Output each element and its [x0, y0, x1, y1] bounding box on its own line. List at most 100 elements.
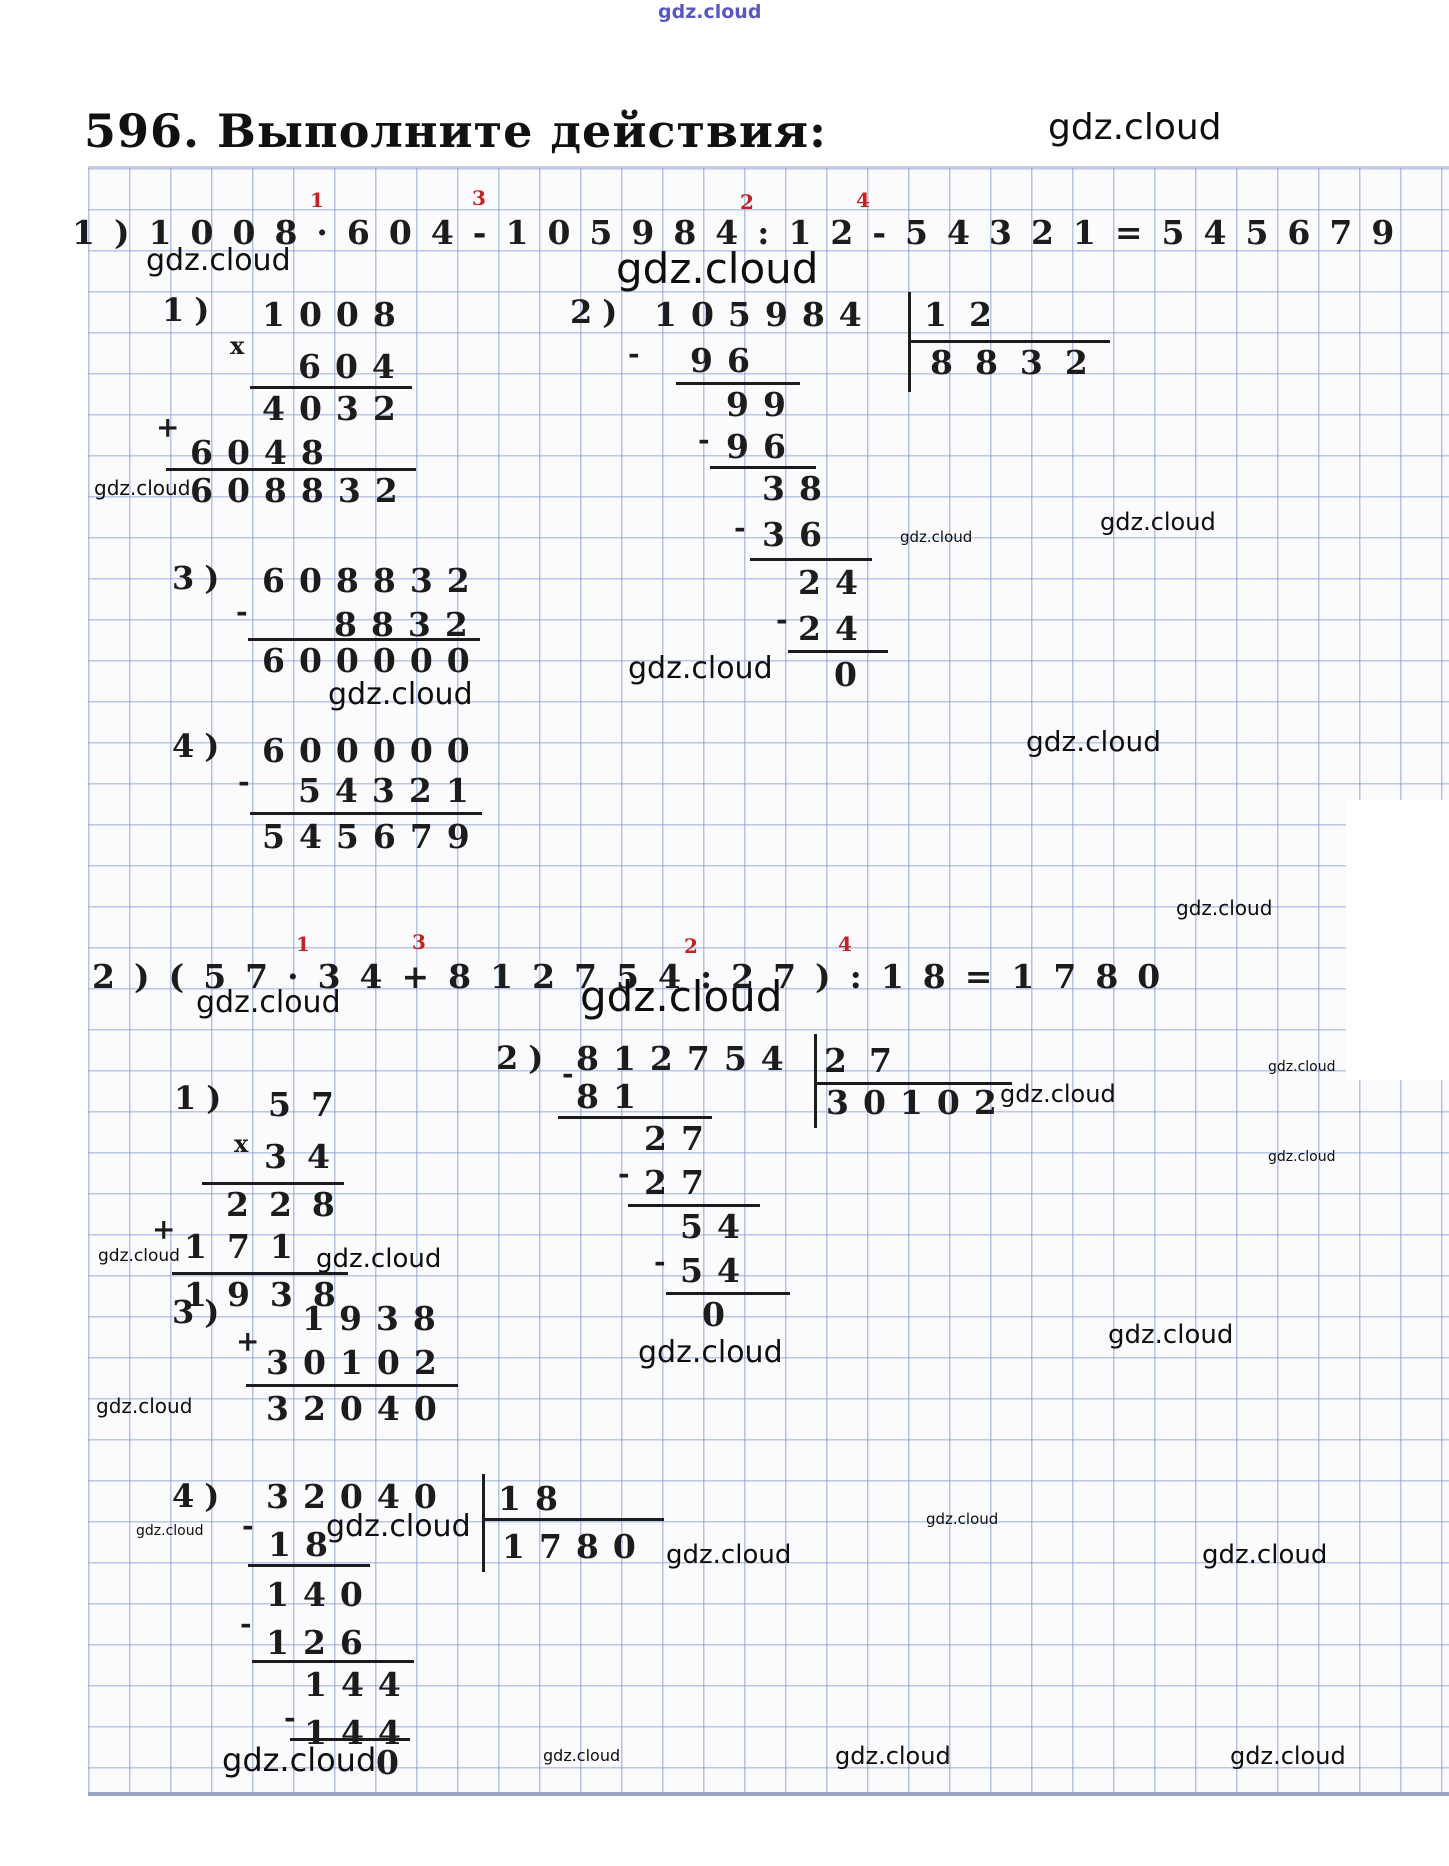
watermark: gdz.cloud	[926, 1510, 999, 1528]
watermark: gdz.cloud	[1108, 1320, 1234, 1350]
multiplier: 34	[264, 1137, 350, 1176]
dividend: 32040	[266, 1477, 451, 1516]
remainder: 140	[266, 1575, 377, 1614]
rule-line	[666, 1292, 790, 1295]
subtrahend: 96	[690, 341, 764, 380]
watermark: gdz.cloud	[222, 1741, 377, 1779]
watermark: gdz.cloud	[580, 972, 783, 1021]
product-result: 608832	[190, 471, 412, 510]
step-label: 2)	[570, 293, 628, 331]
multiply-sign: x	[230, 331, 245, 360]
watermark: gdz.cloud	[1202, 1540, 1328, 1570]
step-label: 3)	[172, 559, 230, 597]
divisor: 27	[824, 1041, 914, 1080]
partial-product: 228	[226, 1185, 355, 1224]
watermark: gdz.cloud	[1048, 107, 1222, 148]
plus-sign: +	[236, 1325, 260, 1358]
dividend: 105984	[654, 295, 876, 334]
remainder: 54	[680, 1207, 754, 1246]
minus-sign: -	[734, 511, 746, 544]
minus-sign: -	[698, 423, 710, 456]
watermark: gdz.cloud	[1026, 725, 1161, 758]
watermark: gdz.cloud	[900, 528, 973, 546]
subtrahend: 126	[266, 1623, 377, 1662]
subtrahend: 96	[726, 427, 800, 466]
division-bracket-horizontal	[908, 340, 1110, 343]
plus-sign: +	[156, 411, 180, 444]
equation-2: 2)(57·34+812754:27):18=1780	[92, 957, 1180, 996]
addend: 30102	[266, 1343, 451, 1382]
final-remainder: 0	[834, 655, 871, 694]
watermark: gdz.cloud	[98, 1246, 180, 1266]
watermark: gdz.cloud	[326, 1509, 471, 1544]
division-bracket-horizontal	[482, 1518, 664, 1521]
partial-product: 6048	[190, 433, 338, 472]
subtrahend: 8832	[334, 605, 482, 644]
watermark: gdz.cloud	[316, 1244, 442, 1274]
rule-line	[248, 1564, 370, 1567]
watermark: gdz.cloud	[146, 243, 291, 278]
subtrahend: 24	[798, 609, 872, 648]
division-bracket-vertical	[482, 1474, 485, 1572]
grid-paper	[88, 166, 1449, 1796]
watermark: gdz.cloud	[628, 651, 773, 686]
watermark: gdz.cloud	[666, 1540, 792, 1570]
subtrahend: 81	[576, 1077, 650, 1116]
final-remainder: 0	[376, 1743, 413, 1782]
remainder: 24	[798, 563, 872, 602]
remainder: 27	[644, 1119, 718, 1158]
subtrahend: 18	[268, 1525, 342, 1564]
watermark: gdz.cloud	[1268, 1059, 1336, 1075]
minus-sign: -	[238, 765, 250, 798]
step-label: 2)	[496, 1039, 554, 1077]
remainder: 38	[762, 469, 836, 508]
scan-white-patch	[1346, 800, 1449, 1080]
rule-line	[750, 558, 872, 561]
rule-line	[558, 1116, 712, 1119]
watermark: gdz.cloud	[543, 1746, 621, 1765]
quotient: 1780	[502, 1527, 650, 1566]
minus-sign: -	[240, 1607, 252, 1640]
watermark: gdz.cloud	[835, 1742, 951, 1770]
plus-sign: +	[152, 1213, 176, 1246]
minus-sign: -	[654, 1245, 666, 1278]
rule-line	[710, 466, 816, 469]
watermark: gdz.cloud	[1176, 896, 1273, 920]
watermark: gdz.cloud	[328, 677, 473, 712]
order-mark-3: 3	[412, 930, 426, 954]
subtrahend: 27	[644, 1163, 718, 1202]
multiplicand: 57	[268, 1085, 354, 1124]
division-bracket-horizontal	[814, 1082, 1012, 1085]
remainder: 99	[726, 385, 800, 424]
order-mark-4: 4	[838, 932, 852, 956]
rule-line	[172, 1272, 348, 1275]
subtrahend: 144	[304, 1713, 415, 1752]
divisor: 18	[498, 1479, 572, 1518]
watermark: gdz.cloud	[1268, 1149, 1336, 1165]
minus-sign: -	[562, 1057, 574, 1090]
rule-line	[676, 382, 800, 385]
rule-line	[248, 638, 480, 641]
addend: 1938	[302, 1299, 450, 1338]
step-label: 4)	[172, 1477, 230, 1515]
step-label: 4)	[172, 727, 230, 765]
multiply-sign: x	[234, 1129, 249, 1158]
rule-line	[628, 1204, 760, 1207]
minuend: 600000	[262, 731, 484, 770]
rule-line	[246, 1384, 458, 1387]
minus-sign: -	[236, 595, 248, 628]
watermark: gdz.cloud	[1230, 1742, 1346, 1770]
quotient: 8832	[930, 343, 1110, 382]
step-label: 1)	[174, 1079, 232, 1117]
partial-product: 171	[184, 1227, 313, 1266]
quotient: 30102	[826, 1083, 1011, 1122]
minuend: 608832	[262, 561, 484, 600]
product-result: 1938	[184, 1275, 356, 1314]
order-mark-1: 1	[296, 932, 310, 956]
final-remainder: 0	[702, 1295, 739, 1334]
minus-sign: -	[776, 603, 788, 636]
watermark: gdz.cloud	[136, 1523, 204, 1539]
difference-result: 545679	[262, 817, 484, 856]
watermark: gdz.cloud	[616, 244, 819, 293]
